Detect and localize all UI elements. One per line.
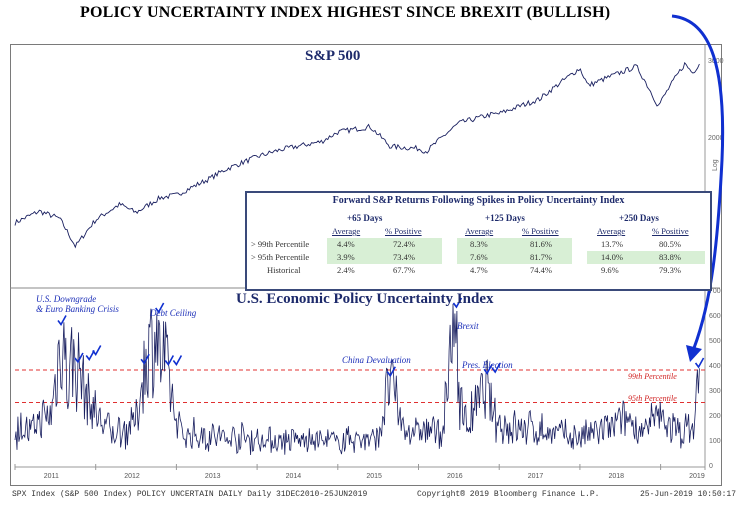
spike-check-icon bbox=[164, 355, 175, 366]
epu-ytick-label: 300 bbox=[709, 388, 721, 395]
spike-check-icon bbox=[140, 353, 150, 365]
annotation-pres-election: Pres. Election bbox=[462, 360, 513, 370]
callout-arrowhead bbox=[686, 345, 702, 362]
subheader: Average bbox=[332, 226, 361, 236]
callout-arrow bbox=[671, 14, 725, 349]
table-cell: 81.7% bbox=[530, 252, 552, 262]
table-cell: 73.4% bbox=[393, 252, 415, 262]
source-footer: SPX Index (S&P 500 Index) POLICY UNCERTA… bbox=[12, 488, 737, 504]
table-cell: 74.4% bbox=[530, 265, 552, 275]
xtick-label: 2017 bbox=[528, 473, 544, 480]
table-cell: 3.9% bbox=[337, 252, 355, 262]
xtick-label: 2013 bbox=[205, 473, 221, 480]
spike-check-icon bbox=[483, 363, 493, 375]
spx-panel-title: S&P 500 bbox=[305, 48, 361, 64]
row-highlight bbox=[457, 251, 572, 264]
headline: POLICY UNCERTAINTY INDEX HIGHEST SINCE B… bbox=[80, 4, 611, 21]
group-header-65: +65 Days bbox=[347, 213, 383, 223]
table-cell: 67.7% bbox=[393, 265, 415, 275]
row-highlight bbox=[587, 251, 705, 264]
table-cell: 4.7% bbox=[470, 265, 488, 275]
table-cell: 81.6% bbox=[530, 239, 552, 249]
footer-center: Copyright® 2019 Bloomberg Finance L.P. bbox=[417, 490, 600, 499]
xtick-label: 2015 bbox=[366, 473, 382, 480]
row-highlight bbox=[457, 238, 572, 251]
epu-ytick-label: 400 bbox=[709, 363, 721, 370]
spike-check-icon bbox=[172, 355, 183, 366]
xtick-label: 2019 bbox=[689, 473, 705, 480]
annotation-debt-ceiling: Debt Ceiling bbox=[150, 308, 197, 318]
subheader: % Positive bbox=[385, 226, 422, 236]
table-cell: 13.7% bbox=[601, 239, 623, 249]
epu-line bbox=[14, 303, 700, 456]
group-header-250: +250 Days bbox=[619, 213, 659, 223]
annotation-downgrade: U.S. Downgrade & Euro Banking Crisis bbox=[36, 294, 119, 314]
subheader: Average bbox=[465, 226, 494, 236]
row-label: > 95th Percentile bbox=[251, 252, 310, 262]
table-cell: 79.3% bbox=[659, 265, 681, 275]
epu-ytick-label: 200 bbox=[709, 413, 721, 420]
row-label: > 99th Percentile bbox=[251, 239, 310, 249]
row-highlight bbox=[327, 238, 442, 251]
xtick-label: 2012 bbox=[124, 473, 140, 480]
xtick-label: 2014 bbox=[286, 473, 302, 480]
spike-check-icon bbox=[155, 302, 165, 314]
epu-ytick-label: 100 bbox=[709, 438, 721, 445]
table-cell: 80.5% bbox=[659, 239, 681, 249]
subheader: % Positive bbox=[652, 226, 689, 236]
annotation-china-devaluation: China Devaluation bbox=[342, 355, 411, 365]
spike-check-icon bbox=[452, 297, 463, 309]
table-cell: 14.0% bbox=[601, 252, 623, 262]
spike-check-icon bbox=[694, 357, 705, 369]
subheader: % Positive bbox=[522, 226, 559, 236]
spike-check-icon bbox=[491, 362, 501, 374]
table-cell: 72.4% bbox=[393, 239, 415, 249]
label-99th-percentile: 99th Percentile bbox=[628, 372, 677, 381]
table-cell: 2.4% bbox=[337, 265, 355, 275]
spx-line bbox=[14, 61, 700, 249]
epu-ytick-label: 700 bbox=[709, 288, 721, 295]
spx-ytick-label: 2000 bbox=[708, 135, 724, 142]
epu-ytick-label: 600 bbox=[709, 313, 721, 320]
table-title: Forward S&P Returns Following Spikes in … bbox=[332, 195, 625, 206]
spike-check-icon bbox=[85, 350, 95, 361]
spike-check-icon bbox=[92, 345, 102, 356]
table-cell: 8.3% bbox=[470, 239, 488, 249]
spike-check-icon bbox=[57, 315, 67, 326]
epu-panel-title: U.S. Economic Policy Uncertainty Index bbox=[236, 291, 494, 307]
table-cell: 9.6% bbox=[601, 265, 619, 275]
footer-left: SPX Index (S&P 500 Index) POLICY UNCERTA… bbox=[12, 490, 368, 499]
xtick-label: 2016 bbox=[447, 473, 463, 480]
spike-check-icon bbox=[386, 366, 396, 378]
label-95th-percentile: 95th Percentile bbox=[628, 394, 677, 403]
xtick-label: 2011 bbox=[44, 473, 59, 480]
row-highlight bbox=[327, 251, 442, 264]
subheader: Average bbox=[597, 226, 626, 236]
table-cell: 4.4% bbox=[337, 239, 355, 249]
spike-check-icon bbox=[74, 352, 84, 364]
annotation-brexit: Brexit bbox=[457, 321, 479, 331]
footer-right: 25-Jun-2019 10:50:17 bbox=[640, 490, 737, 499]
table-cell: 7.6% bbox=[470, 252, 488, 262]
spx-ytick-label: Log bbox=[712, 159, 719, 171]
group-header-125: +125 Days bbox=[485, 213, 525, 223]
epu-ytick-label: 0 bbox=[709, 463, 713, 470]
forward-returns-table: Forward S&P Returns Following Spikes in … bbox=[245, 191, 712, 291]
epu-ytick-label: 500 bbox=[709, 338, 721, 345]
row-label: Historical bbox=[267, 265, 301, 275]
table-cell: 83.8% bbox=[659, 252, 681, 262]
xtick-label: 2018 bbox=[608, 473, 624, 480]
